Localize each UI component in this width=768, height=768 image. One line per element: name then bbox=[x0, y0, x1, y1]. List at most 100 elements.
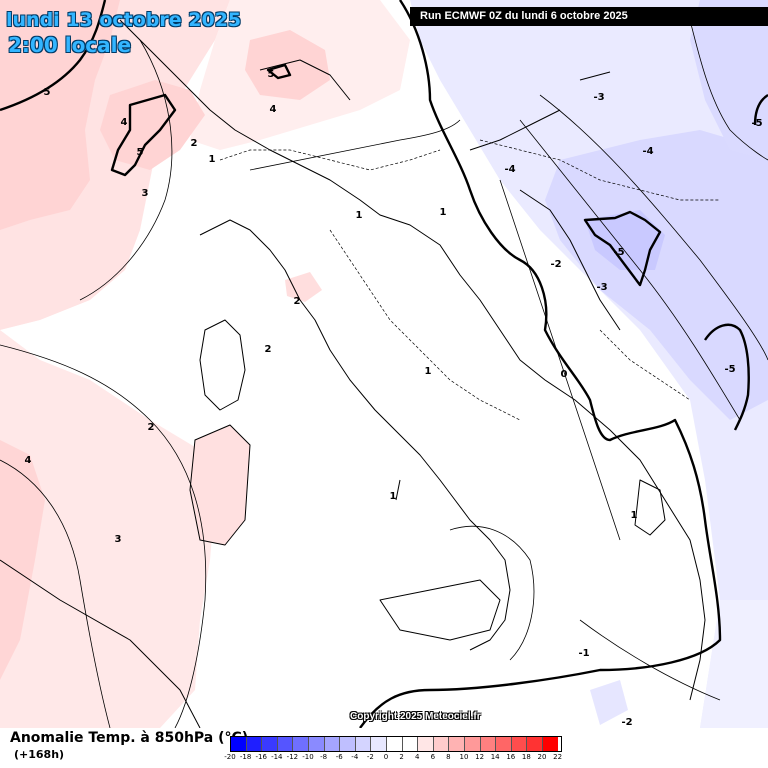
cold-anomaly-southeast bbox=[700, 600, 768, 728]
legend-tick: -2 bbox=[366, 753, 374, 761]
warm-anomaly-core-4 bbox=[0, 0, 120, 230]
legend-swatch bbox=[386, 737, 403, 751]
legend-tick: 20 bbox=[537, 753, 547, 761]
legend-tick: -4 bbox=[351, 753, 359, 761]
legend-swatch bbox=[324, 737, 341, 751]
warm-anomaly-core-swiss bbox=[100, 80, 205, 170]
legend-swatch bbox=[464, 737, 481, 751]
forecast-date-title: lundi 13 octobre 2025 bbox=[6, 9, 242, 31]
country-borders bbox=[219, 139, 720, 421]
contour-label: 2 bbox=[148, 422, 155, 433]
contour-label: -4 bbox=[504, 164, 515, 175]
legend-tick: 6 bbox=[430, 753, 436, 761]
contour-label: 0 bbox=[561, 369, 568, 380]
cold-anomaly-area-balkans bbox=[545, 130, 768, 420]
warm-anomaly-corsica-spot bbox=[285, 272, 322, 302]
plus5-anomaly-line-swiss bbox=[110, 93, 177, 177]
legend-swatch-bar bbox=[230, 736, 562, 752]
legend-tick-labels: -20 -18 -16 -14 -12 -10 -8 -6 -4 -2 0 2 4 6 8 10 12 14 16 1… bbox=[224, 752, 563, 764]
lead-time-label: (+168h) bbox=[14, 748, 65, 761]
legend-tick: -12 bbox=[286, 753, 299, 761]
color-scale-legend: -20 -18 -16 -14 -12 -10 -8 -6 -4 -2 0 2 4 6 8 10 12 14 16 1… bbox=[224, 736, 563, 764]
minus5-anomaly-line-balkans bbox=[583, 210, 662, 287]
contour-label: 2 bbox=[265, 344, 272, 355]
minus5-anomaly-line-northeast bbox=[753, 93, 768, 126]
legend-swatch bbox=[277, 737, 294, 751]
contour-label: 2 bbox=[294, 296, 301, 307]
legend-swatch bbox=[402, 737, 419, 751]
contour-label: 1 bbox=[390, 491, 397, 502]
warm-anomaly-core-alps bbox=[245, 30, 330, 100]
legend-swatch bbox=[293, 737, 309, 751]
contour-label: -3 bbox=[593, 92, 604, 103]
contour-label: 1 bbox=[631, 510, 638, 521]
legend-tick: 10 bbox=[459, 753, 469, 761]
contour-label: -5 bbox=[751, 118, 762, 129]
cold-anomaly-core-5 bbox=[585, 210, 665, 270]
legend-swatch bbox=[527, 737, 543, 751]
contour-label: -2 bbox=[621, 717, 632, 728]
legend-tick: -10 bbox=[302, 753, 314, 761]
contour-label: -3 bbox=[596, 282, 607, 293]
legend-swatch bbox=[340, 737, 356, 751]
legend-swatch bbox=[246, 737, 263, 751]
legend-tick: 12 bbox=[475, 753, 485, 761]
contour-label: 5 bbox=[137, 147, 144, 158]
legend-tick: 8 bbox=[446, 753, 451, 761]
legend-tick: 0 bbox=[383, 753, 389, 761]
legend-tick: 22 bbox=[553, 753, 563, 761]
contour-label: 4 bbox=[121, 117, 128, 128]
copyright-label: Copyright 2025 Meteociel.fr bbox=[350, 711, 481, 722]
local-time-label: 2:00 locale bbox=[8, 33, 132, 57]
legend-tick: 4 bbox=[414, 753, 420, 761]
contour-label: -2 bbox=[550, 259, 561, 270]
legend-swatch bbox=[371, 737, 387, 751]
contour-label: 1 bbox=[356, 210, 363, 221]
legend-tick: -16 bbox=[255, 753, 267, 761]
legend-swatch bbox=[542, 737, 559, 751]
plus5-anomaly-line-alps bbox=[266, 63, 292, 80]
contour-label: 3 bbox=[115, 534, 122, 545]
legend-tick: 14 bbox=[490, 753, 500, 761]
thick-isolines bbox=[0, 0, 768, 728]
contour-label: 4 bbox=[25, 455, 32, 466]
legend-swatch bbox=[433, 737, 450, 751]
legend-tick: -6 bbox=[335, 753, 343, 761]
minus5-anomaly-line-east bbox=[704, 323, 750, 431]
cold-anomaly-core-5-east bbox=[690, 0, 768, 160]
legend-swatch bbox=[480, 737, 497, 751]
contour-label: -4 bbox=[642, 146, 653, 157]
legend-swatch bbox=[496, 737, 512, 751]
legend-swatch bbox=[449, 737, 465, 751]
contour-label: 1 bbox=[209, 154, 216, 165]
legend-tick: 18 bbox=[521, 753, 531, 761]
legend-swatch bbox=[418, 737, 434, 751]
legend-tick: 16 bbox=[506, 753, 516, 761]
legend-tick: 2 bbox=[399, 753, 404, 761]
zero-anomaly-line bbox=[359, 0, 722, 728]
contour-label: 3 bbox=[142, 188, 149, 199]
legend-swatch bbox=[231, 737, 247, 751]
legend-tick: -14 bbox=[271, 753, 283, 761]
contour-label: 4 bbox=[270, 104, 277, 115]
legend-tick: -20 bbox=[224, 753, 236, 761]
warm-anomaly-core-iberia bbox=[0, 440, 45, 680]
isolines bbox=[0, 19, 768, 728]
legend-swatch bbox=[355, 737, 372, 751]
contour-label: 1 bbox=[425, 366, 432, 377]
run-info-bar: Run ECMWF 0Z du lundi 6 octobre 2025 bbox=[410, 7, 768, 26]
legend-tick: -18 bbox=[239, 753, 252, 761]
legend-swatch bbox=[308, 737, 325, 751]
contour-label: 1 bbox=[440, 207, 447, 218]
legend-swatch bbox=[262, 737, 278, 751]
contour-label: 5 bbox=[268, 69, 275, 80]
legend-swatch bbox=[511, 737, 528, 751]
variable-label: Anomalie Temp. à 850hPa (°C) bbox=[10, 730, 249, 746]
cold-anomaly-spot-south bbox=[590, 680, 628, 725]
legend-tick: -8 bbox=[320, 753, 328, 761]
contour-label: 5 bbox=[44, 87, 51, 98]
contour-label: -5 bbox=[724, 364, 735, 375]
contour-label: -5 bbox=[613, 247, 624, 258]
